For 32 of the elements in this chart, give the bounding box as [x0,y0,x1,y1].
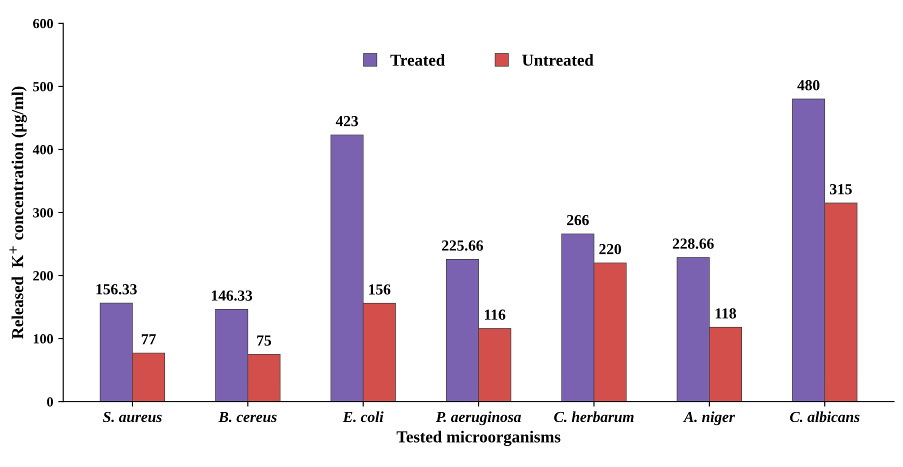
legend-label: Treated [390,54,445,66]
data-label: 75 [257,336,272,346]
data-label: 220 [599,244,622,254]
y-tick-label: 500 [33,82,53,92]
y-tick-label: 300 [33,208,53,218]
x-tick-label: P. aeruginosa [436,411,521,426]
data-label: 228.66 [672,238,714,249]
data-label: 480 [797,80,820,90]
y-tick-label: 0 [47,397,53,407]
data-label: 116 [484,310,506,320]
x-tick-label: E. coli [342,411,384,422]
x-axis-title: Tested microorganisms [396,430,560,446]
legend-label: Untreated [522,54,594,66]
x-tick-label: A. niger [683,411,735,426]
y-tick-label: 400 [32,145,53,154]
x-tick-label: C. albicans [790,411,860,422]
y-tick-label: 200 [33,271,53,280]
data-label: 77 [142,334,156,344]
data-label: 118 [716,308,736,319]
x-tick-label: C. herbarum [554,411,634,422]
y-tick-label: 100 [34,334,53,344]
y-tick-label: 600 [33,18,53,28]
data-label: 156.33 [96,284,137,294]
data-label: 266 [567,214,589,226]
x-tick-label: S. aureus [102,412,162,422]
data-label: 225.66 [442,240,483,251]
y-axis-title: Released K$^{+}$ concentration (µg/ml) [9,86,27,339]
data-label: 315 [830,184,852,194]
data-label: 156 [369,284,390,295]
x-tick-label: B. cereus [218,412,277,422]
data-label: 146.33 [212,290,252,301]
data-label: 423 [336,116,358,126]
